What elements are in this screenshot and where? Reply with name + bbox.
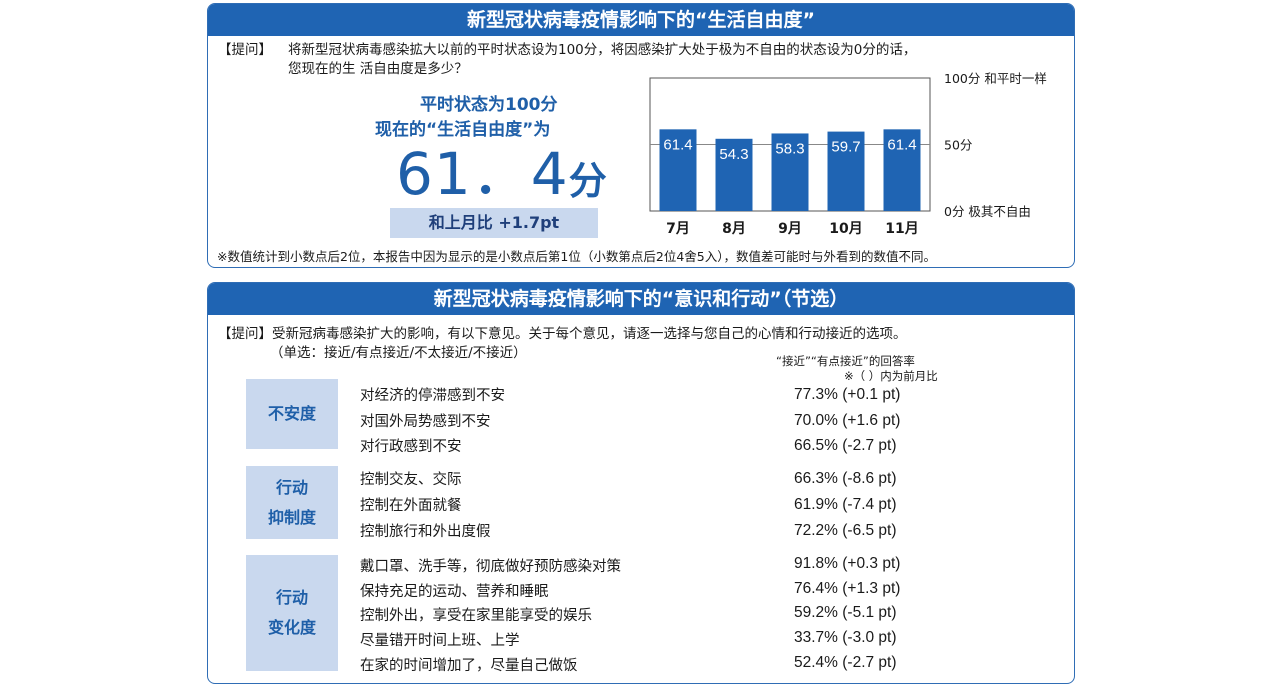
- category-restraint: 行动 抑制度: [246, 466, 338, 539]
- question2-line-2: （单选：接近/有点接近/不太接近/不接近）: [270, 345, 527, 361]
- opinion-rate: 61.9% (-7.4 pt): [794, 496, 897, 513]
- category-label: 抑制度: [267, 507, 316, 527]
- opinion-rate: 76.4% (+1.3 pt): [794, 580, 901, 597]
- category-change: 行动 变化度: [246, 555, 338, 671]
- category-label: 变化度: [267, 618, 316, 637]
- opinion-rate: 59.2% (-5.1 pt): [794, 604, 897, 621]
- score-display: 61．4分: [396, 142, 607, 213]
- x-tick-label-4: 11月: [885, 221, 918, 237]
- category-label: 不安度: [267, 404, 316, 423]
- opinion-rate: 72.2% (-6.5 pt): [794, 522, 897, 539]
- opinion-item: 对经济的停滞感到不安: [360, 388, 505, 404]
- bar-4: [883, 129, 921, 211]
- bar-2: [771, 133, 809, 211]
- opinion-item: 在家的时间增加了，尽量自己做饭: [360, 658, 578, 674]
- rate-subheader: ※（ ）内为前月比: [844, 369, 938, 383]
- question-line-1: 将新型冠状病毒感染拡大以前的平时状态设为100分，将因感染扩大处于极为不自由的状…: [288, 42, 917, 58]
- question-line-2: 您现在的生 活自由度是多少？: [288, 61, 468, 77]
- score-unit: 分: [568, 159, 607, 203]
- y-tick-label-0: 100分 和平时一样: [944, 71, 1047, 86]
- opinion-rate: 91.8% (+0.3 pt): [794, 555, 901, 572]
- life-freedom-bar-chart: 61.4 7月 54.3 8月 58.3 9月 59.7 10月 61.4 11月 100分 和平时…: [649, 71, 1047, 237]
- bar-value-label-1: 54.3: [719, 146, 748, 163]
- opinion-item: 控制交友、交际: [360, 472, 462, 488]
- category-label: 行动: [275, 477, 308, 497]
- score-value: 61．4: [396, 140, 569, 208]
- opinion-rate: 77.3% (+0.1 pt): [794, 386, 901, 403]
- y-tick-label-1: 50分: [944, 138, 972, 153]
- bar-value-label-4: 61.4: [887, 136, 916, 153]
- y-tick-label-2: 0分 极其不自由: [944, 204, 1031, 219]
- opinion-item: 对行政感到不安: [360, 439, 462, 455]
- question2-line-1: 【提问】受新冠病毒感染扩大的影响，有以下意见。关于每个意见，请逐一选择与您自己的…: [218, 326, 907, 342]
- x-tick-label-3: 10月: [829, 221, 862, 237]
- highlight-line-1: 平时状态为100分: [420, 95, 558, 115]
- footnote: ※数值统计到小数点后2位，本报告中因为显示的是小数点后第1位（小数第点后2位4舍…: [217, 249, 936, 264]
- opinion-item: 控制旅行和外出度假: [360, 524, 491, 540]
- category-anxiety: 不安度: [246, 379, 338, 449]
- life-freedom-title: 新型冠状病毒疫情影响下的“生活自由度”: [208, 4, 1074, 36]
- highlight-line-2: 现在的“生活自由度”为: [375, 120, 551, 140]
- bar-value-label-2: 58.3: [775, 140, 804, 157]
- opinion-item: 对国外局势感到不安: [360, 414, 491, 430]
- bar-value-label-3: 59.7: [831, 139, 860, 156]
- awareness-action-panel: 新型冠状病毒疫情影响下的“意识和行动”（节选） 【提问】受新冠病毒感染扩大的影响…: [207, 282, 1075, 684]
- rate-header: “接近”“有点接近”的回答率: [776, 354, 915, 368]
- x-tick-label-0: 7月: [666, 221, 690, 237]
- opinion-item: 控制外出，享受在家里能享受的娱乐: [360, 608, 592, 624]
- category-label: 行动: [275, 588, 308, 607]
- month-diff-badge: 和上月比 +1.7pt: [390, 208, 598, 238]
- x-tick-label-1: 8月: [722, 221, 746, 237]
- opinion-item: 保持充足的运动、营养和睡眠: [360, 584, 549, 600]
- opinion-item: 戴口罩、洗手等，彻底做好预防感染对策: [360, 559, 621, 575]
- bar-1: [715, 138, 753, 211]
- opinion-item: 控制在外面就餐: [360, 498, 462, 514]
- bar-0: [659, 129, 697, 211]
- x-tick-label-2: 9月: [778, 221, 802, 237]
- bar-3: [827, 131, 865, 211]
- opinion-rate: 66.5% (-2.7 pt): [794, 437, 897, 454]
- question-label: 【提问】: [218, 42, 272, 58]
- opinion-item: 尽量错开时间上班、上学: [360, 633, 520, 649]
- opinion-rate: 52.4% (-2.7 pt): [794, 654, 897, 671]
- opinion-rate: 66.3% (-8.6 pt): [794, 470, 897, 487]
- opinion-rate: 33.7% (-3.0 pt): [794, 629, 897, 646]
- awareness-action-title: 新型冠状病毒疫情影响下的“意识和行动”（节选）: [208, 283, 1074, 315]
- opinion-rate: 70.0% (+1.6 pt): [794, 412, 901, 429]
- bar-value-label-0: 61.4: [663, 136, 692, 153]
- life-freedom-panel: 新型冠状病毒疫情影响下的“生活自由度” 【提问】 将新型冠状病毒感染拡大以前的平…: [207, 3, 1075, 268]
